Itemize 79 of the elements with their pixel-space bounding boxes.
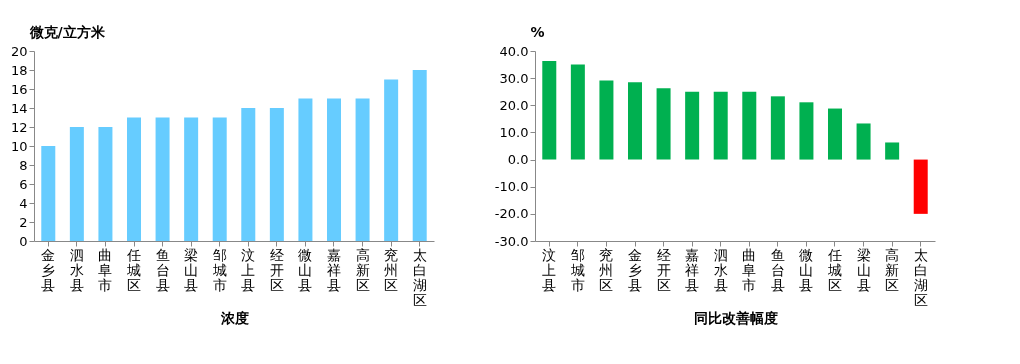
- x-tick-label: 任城区: [126, 246, 141, 293]
- x-tick-label: 泗水县: [69, 246, 84, 293]
- bar: [799, 102, 814, 160]
- y-tick-label: 18: [10, 62, 28, 78]
- bar: [127, 117, 141, 241]
- x-tick-label: 兖州区: [599, 246, 614, 293]
- bar: [269, 108, 284, 241]
- y-axis-title: 微克/立方米: [28, 23, 106, 40]
- y-tick-label: 14: [10, 100, 28, 116]
- x-tick-label: 梁山县: [856, 246, 871, 293]
- y-tick-label: 10.0: [499, 124, 529, 140]
- bar: [542, 61, 557, 160]
- x-tick-label: 高新区: [885, 246, 900, 293]
- bar: [628, 82, 642, 160]
- bar: [355, 98, 370, 241]
- y-tick-label: -30.0: [494, 233, 529, 249]
- bar: [41, 146, 56, 241]
- x-tick-label: 金乡县: [628, 246, 642, 293]
- y-tick-label: -10.0: [494, 179, 529, 195]
- x-tick-label: 太白湖区: [913, 246, 928, 308]
- y-axis-title: %: [530, 23, 545, 40]
- x-tick-label: 微山县: [298, 246, 313, 293]
- x-tick-label: 鱼台县: [770, 246, 785, 293]
- y-tick-label: 30.0: [499, 70, 529, 86]
- x-tick-label: 兖州区: [384, 246, 399, 293]
- x-axis-title: 同比改善幅度: [693, 309, 778, 326]
- bar: [828, 108, 842, 160]
- bar: [98, 127, 113, 241]
- y-tick-label: 4: [19, 195, 28, 211]
- bar: [685, 91, 700, 160]
- bar: [327, 98, 341, 241]
- bar: [384, 79, 399, 241]
- x-tick-label: 曲阜市: [98, 246, 113, 293]
- bar: [184, 117, 199, 241]
- bar: [713, 91, 728, 160]
- y-tick-label: 2: [19, 214, 28, 230]
- bar: [913, 159, 928, 214]
- x-tick-label: 鱼台县: [155, 246, 170, 293]
- y-tick-label: 40.0: [499, 43, 529, 59]
- x-tick-label: 嘉祥县: [327, 246, 341, 293]
- x-tick-label: 汶上县: [542, 246, 557, 293]
- y-tick-label: 8: [19, 157, 28, 173]
- y-tick-label: -20.0: [494, 206, 529, 222]
- x-tick-label: 经开区: [656, 246, 671, 293]
- bar: [298, 98, 313, 241]
- bar: [770, 96, 785, 160]
- bar: [656, 88, 671, 160]
- x-tick-label: 微山县: [799, 246, 814, 293]
- x-tick-label: 泗水县: [713, 246, 728, 293]
- y-tick-label: 12: [10, 119, 28, 135]
- bar: [241, 108, 256, 241]
- bar: [155, 117, 170, 241]
- y-tick-label: 6: [19, 176, 28, 192]
- bar: [69, 127, 84, 241]
- x-tick-label: 汶上县: [241, 246, 256, 293]
- x-tick-label: 梁山县: [184, 246, 199, 293]
- x-tick-label: 高新区: [355, 246, 370, 293]
- bar: [570, 64, 585, 160]
- bar: [856, 123, 871, 160]
- y-tick-label: 0: [19, 233, 28, 249]
- x-tick-label: 邹城市: [211, 246, 227, 293]
- x-tick-label: 太白湖区: [412, 246, 427, 308]
- bar: [885, 142, 900, 160]
- x-tick-label: 嘉祥县: [685, 246, 700, 293]
- bar: [742, 91, 757, 160]
- y-tick-label: 0.0: [507, 152, 529, 168]
- x-tick-label: 邹城市: [569, 246, 585, 293]
- y-tick-label: 20: [10, 43, 28, 59]
- y-tick-label: 10: [10, 138, 28, 154]
- x-tick-label: 金乡县: [41, 246, 56, 293]
- x-axis-title: 浓度: [219, 309, 249, 326]
- x-tick-label: 曲阜市: [742, 246, 757, 293]
- y-tick-label: 20.0: [499, 97, 529, 113]
- bar: [599, 80, 614, 160]
- x-tick-label: 经开区: [269, 246, 284, 293]
- x-tick-label: 任城区: [827, 246, 842, 293]
- bar: [412, 70, 427, 241]
- bar: [212, 117, 227, 241]
- y-tick-label: 16: [10, 81, 28, 97]
